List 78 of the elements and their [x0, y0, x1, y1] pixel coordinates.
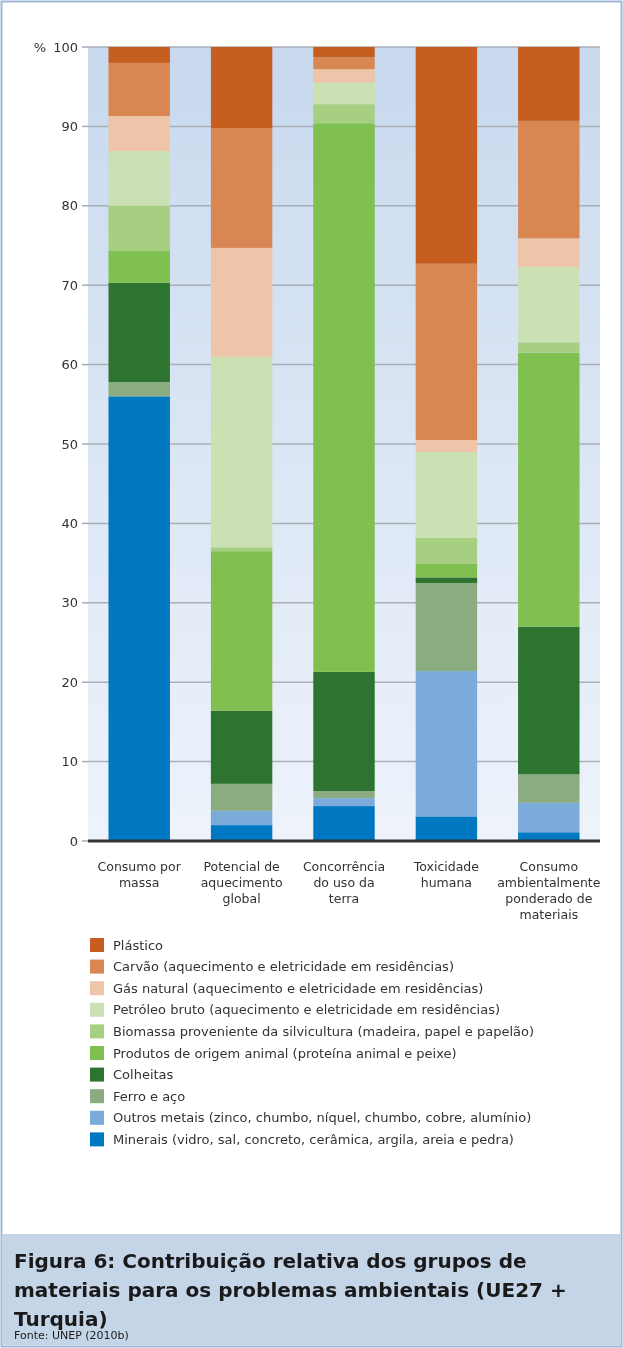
y-tick-label: 20: [61, 674, 78, 690]
bar: [415, 47, 478, 264]
legend-label: Carvão (aquecimento e eletricidade em residências): [113, 959, 454, 975]
bar: [210, 825, 273, 841]
bar: [108, 62, 170, 117]
y-tick-label: 100: [53, 39, 78, 55]
bar: [210, 783, 273, 811]
bar: [415, 816, 478, 841]
bar: [313, 57, 375, 70]
y-tick-label: 40: [61, 515, 78, 531]
bar: [518, 120, 580, 239]
legend-label: Ferro e aço: [113, 1088, 186, 1104]
legend-label: Outros metais (zinco, chumbo, níquel, chumbo, cobre, alumínio): [113, 1110, 532, 1126]
legend-label: Colheitas: [113, 1067, 174, 1083]
bar: [108, 151, 170, 206]
x-tick-label: Concorrência do uso da terra: [302, 859, 386, 906]
bar: [108, 47, 170, 63]
bar: [518, 626, 580, 775]
bar: [210, 710, 273, 784]
legend-label: Produtos de origem animal (proteína animal e peixe): [113, 1045, 457, 1061]
y-tick-label: 30: [61, 595, 78, 611]
x-tick-label: Toxicidade humana: [412, 859, 480, 890]
bar: [518, 342, 580, 353]
bar: [210, 47, 273, 128]
bar: [518, 352, 580, 627]
bar: [518, 238, 580, 267]
bar: [313, 790, 375, 799]
y-tick-label: 50: [61, 436, 78, 452]
bar: [415, 582, 478, 672]
bar: [313, 798, 375, 807]
x-tick-label: Consumo por massa: [97, 859, 182, 890]
bar: [210, 356, 273, 548]
bar: [518, 832, 580, 841]
legend-label: Minerais (vidro, sal, concreto, cerâmica, argila, areia e pedra): [113, 1131, 514, 1147]
bar: [518, 47, 580, 121]
bar: [313, 671, 375, 791]
bar: [415, 440, 478, 452]
y-tick-label: 90: [61, 118, 78, 134]
bar: [108, 251, 170, 283]
y-tick-label: 80: [61, 198, 78, 214]
bar: [108, 382, 170, 397]
bar: [108, 116, 170, 152]
bar: [415, 451, 478, 538]
y-tick-label: 70: [61, 277, 78, 293]
bar: [415, 263, 478, 441]
bar: [313, 69, 375, 83]
bar: [210, 551, 273, 711]
bar: [518, 774, 580, 803]
y-axis-title: %: [33, 39, 46, 55]
y-tick-label: 10: [61, 754, 78, 770]
bar: [415, 671, 478, 817]
legend-label: Gás natural (aquecimento e eletricidade em residências): [113, 980, 484, 996]
legend-label: Biomassa proveniente da silvicultura (madeira, papel e papelão): [113, 1023, 535, 1039]
bar: [210, 547, 273, 552]
bar: [210, 247, 273, 357]
bar: [518, 802, 580, 833]
text: Figura 6: Contribuição relativa dos grupos de materiais para os problemas ambientais (UE27 + Turquia): [14, 1249, 567, 1331]
bar: [313, 104, 375, 124]
legend-label: Petróleo bruto (aquecimento e eletricidade em residências): [113, 1002, 501, 1018]
bar: [518, 266, 580, 343]
bar: [108, 282, 170, 383]
bar: [210, 127, 273, 248]
bar: [108, 396, 170, 841]
legend-label: Plástico: [113, 937, 164, 953]
bar: [313, 806, 375, 841]
bar: [108, 205, 170, 252]
y-tick-label: 60: [61, 357, 78, 373]
bar: [313, 47, 375, 58]
bar: [415, 577, 478, 583]
x-tick-label: Consumo ambientalmente ponderado de materiais: [497, 859, 601, 922]
bar: [313, 123, 375, 672]
bar: [415, 537, 478, 564]
y-tick-label: 0: [69, 833, 78, 849]
bar: [313, 82, 375, 105]
bar: [210, 810, 273, 826]
x-tick-label: Potencial de aquecimento global: [200, 859, 283, 906]
bar: [415, 563, 478, 578]
source-note: Fonte: UNEP (2010b): [14, 1329, 129, 1342]
